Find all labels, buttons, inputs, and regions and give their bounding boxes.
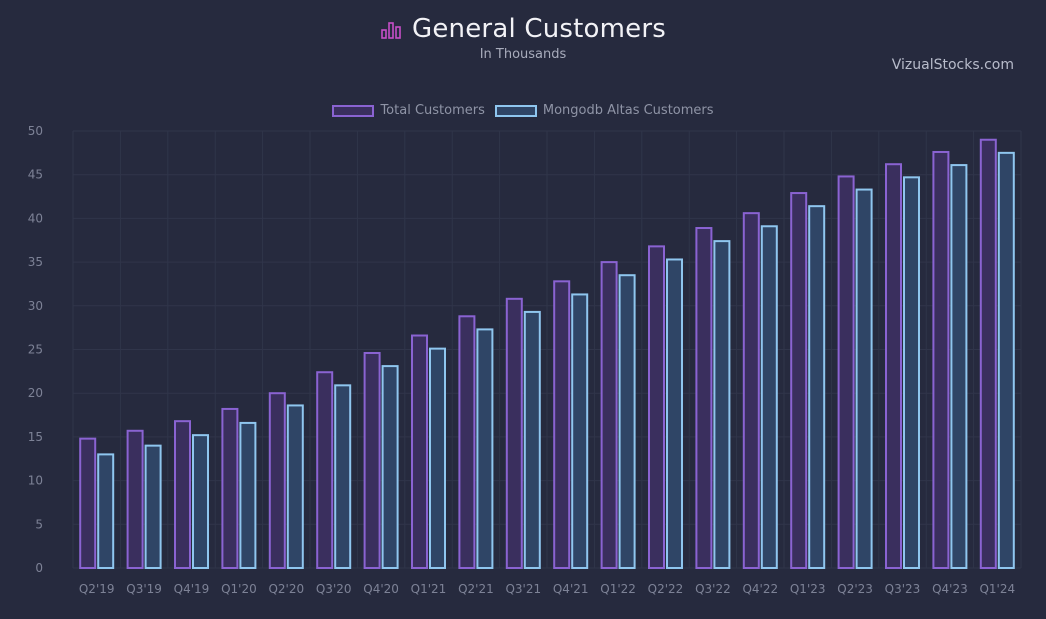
bar-total-10 [553, 280, 571, 569]
legend-item-atlas-customers[interactable]: Mongodb Altas Customers [494, 103, 714, 118]
bar-total-12 [648, 245, 665, 569]
bar-atlas-11 [618, 274, 636, 569]
bar-atlas-18 [950, 164, 968, 569]
x-tick-label-19: Q1'24 [979, 582, 1015, 596]
bar-total-3 [221, 407, 239, 569]
bar-total-13 [695, 227, 713, 569]
y-tick-label-20: 20 [28, 386, 43, 400]
bar-atlas-19 [997, 151, 1015, 569]
x-tick-label-17: Q3'23 [885, 582, 921, 596]
bar-atlas-5 [334, 384, 352, 570]
bar-total-11 [600, 261, 618, 569]
y-tick-label-40: 40 [28, 211, 43, 225]
x-tick-label-13: Q3'22 [695, 582, 731, 596]
x-tick-label-8: Q2'21 [458, 582, 494, 596]
x-tick-label-3: Q1'20 [221, 582, 257, 596]
x-tick-label-9: Q3'21 [505, 582, 541, 596]
y-tick-label-0: 0 [35, 561, 43, 575]
bar-total-5 [316, 371, 334, 569]
bar-total-7 [411, 334, 428, 569]
labels-layer: 0 5 10 15 20 25 30 35 40 45 50 Q2'19 Q3'19 Q4'19 Q1'20… [28, 124, 1015, 596]
bar-total-4 [268, 392, 286, 570]
bar-atlas-7 [429, 347, 446, 569]
y-tick-label-15: 15 [28, 430, 43, 444]
bar-total-18 [932, 150, 950, 569]
bar-total-19 [979, 138, 997, 570]
bars-layer [79, 138, 1015, 570]
x-tick-label-1: Q3'19 [126, 582, 162, 596]
x-tick-label-12: Q2'22 [648, 582, 684, 596]
x-tick-label-2: Q4'19 [174, 582, 210, 596]
y-tick-label-10: 10 [28, 474, 43, 488]
y-tick-label-30: 30 [28, 299, 43, 313]
bar-total-6 [363, 351, 381, 569]
y-tick-label-5: 5 [35, 517, 43, 531]
bar-chart-icon [381, 22, 401, 39]
legend-swatch-atlas-customers [494, 104, 537, 117]
bar-total-8 [458, 315, 476, 569]
x-tick-label-14: Q4'22 [742, 582, 778, 596]
x-tick-label-7: Q1'21 [411, 582, 447, 596]
legend-swatch-total-customers [332, 104, 375, 117]
legend-label-atlas-customers: Mongodb Altas Customers [542, 103, 714, 118]
bar-atlas-16 [855, 188, 873, 569]
bar-atlas-8 [476, 328, 494, 570]
bar-total-1 [126, 429, 144, 570]
bar-atlas-3 [239, 421, 257, 569]
bar-total-14 [742, 212, 760, 569]
chart-header: General Customers In Thousands [0, 14, 1046, 62]
x-tick-label-6: Q4'20 [363, 582, 399, 596]
y-tick-label-35: 35 [28, 255, 43, 269]
grid-layer [72, 130, 1022, 569]
y-tick-label-50: 50 [28, 124, 43, 138]
bar-atlas-17 [903, 176, 920, 570]
bar-atlas-12 [666, 258, 683, 569]
x-tick-label-11: Q1'22 [600, 582, 636, 596]
title-row: General Customers [380, 14, 666, 44]
x-tick-label-16: Q2'23 [837, 582, 873, 596]
bar-total-0 [79, 437, 97, 570]
bar-atlas-0 [97, 453, 115, 570]
bar-atlas-2 [192, 434, 209, 570]
bar-atlas-4 [286, 404, 304, 569]
watermark: VizualStocks.com [891, 57, 1014, 73]
bar-atlas-6 [381, 365, 399, 569]
legend-item-total-customers[interactable]: Total Customers [332, 103, 485, 118]
bar-total-9 [505, 297, 523, 569]
x-tick-label-0: Q2'19 [79, 582, 115, 596]
bar-atlas-1 [144, 444, 162, 570]
chart-legend: Total Customers Mongodb Altas Customers [0, 103, 1046, 118]
bar-atlas-13 [713, 240, 731, 569]
bar-atlas-10 [571, 293, 589, 569]
x-tick-label-18: Q4'23 [932, 582, 968, 596]
y-tick-label-45: 45 [28, 168, 43, 182]
bar-atlas-14 [760, 225, 778, 570]
bar-total-15 [790, 192, 808, 570]
y-tick-label-25: 25 [28, 343, 43, 357]
bar-total-16 [837, 175, 855, 569]
chart-title: General Customers [412, 14, 666, 44]
x-tick-label-4: Q2'20 [268, 582, 304, 596]
bar-atlas-9 [523, 310, 541, 569]
bar-atlas-15 [808, 205, 826, 569]
bar-total-17 [885, 163, 902, 569]
x-tick-label-5: Q3'20 [316, 582, 352, 596]
x-tick-label-15: Q1'23 [790, 582, 826, 596]
chart-subtitle: In Thousands [479, 47, 567, 62]
x-tick-label-10: Q4'21 [553, 582, 589, 596]
bar-total-2 [174, 420, 191, 569]
legend-label-total-customers: Total Customers [380, 103, 485, 118]
